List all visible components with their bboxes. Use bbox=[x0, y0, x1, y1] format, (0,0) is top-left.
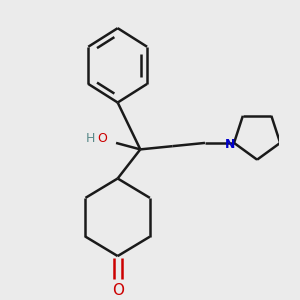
Text: O: O bbox=[112, 283, 124, 298]
Text: O: O bbox=[97, 132, 107, 145]
Text: H: H bbox=[86, 132, 95, 145]
Text: N: N bbox=[225, 138, 236, 151]
